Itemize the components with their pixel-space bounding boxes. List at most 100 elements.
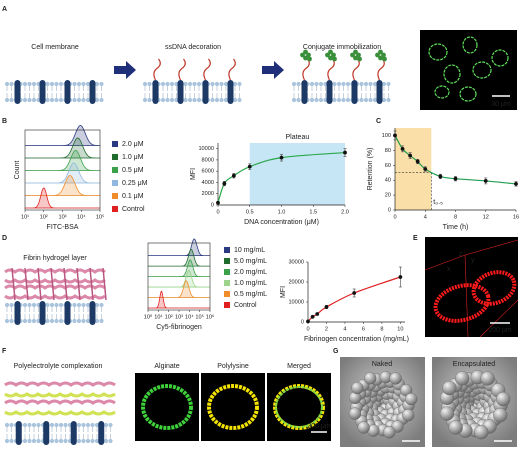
y-tick-label: 8000 xyxy=(202,157,214,163)
lipid-head xyxy=(85,438,91,444)
x-tick-label: 10⁵ xyxy=(96,213,105,220)
protein-conjugate xyxy=(325,52,330,58)
histogram-curve xyxy=(148,269,210,288)
cell-sphere xyxy=(357,421,370,434)
step-arrow xyxy=(114,61,136,79)
image-title: Naked xyxy=(372,361,392,368)
y-axis-label: Retention (%) xyxy=(367,148,374,191)
lipid-head xyxy=(142,81,148,87)
lipid-head xyxy=(54,97,59,103)
lipid-head xyxy=(27,81,32,87)
protein-conjugate xyxy=(382,56,387,62)
panel-label: F xyxy=(2,348,7,355)
legend-swatch xyxy=(112,167,118,173)
lipid-head xyxy=(94,302,100,308)
legend-label: 0.5 μM xyxy=(122,167,144,174)
lipid-head xyxy=(363,97,369,103)
lipid-head xyxy=(318,97,324,103)
ssdna-strand xyxy=(352,58,360,81)
schematic-title: Polyelectrolyte complexation xyxy=(14,363,103,370)
x-tick-label: 8 xyxy=(380,326,383,332)
lipid-head xyxy=(27,318,32,324)
x-tick-label: 2.0 xyxy=(341,209,349,215)
lipid-head xyxy=(4,81,10,87)
lipid-head xyxy=(9,302,14,308)
ssdna-strand xyxy=(327,58,335,81)
lipid-head xyxy=(336,81,342,87)
lipid-head xyxy=(214,81,220,87)
guide-label: t₀.₅ xyxy=(433,199,443,206)
lipid-head xyxy=(58,302,64,308)
lipid-head xyxy=(76,438,82,444)
capsule-ring xyxy=(207,384,259,430)
legend-label: 1.0 μM xyxy=(122,154,144,161)
legend-swatch xyxy=(224,291,230,297)
lipid-head xyxy=(81,438,86,444)
lipid-head xyxy=(22,318,28,324)
protein-conjugate xyxy=(328,55,333,61)
x-tick-label: 10¹ xyxy=(21,214,29,220)
x-tick-label: 10⁶ xyxy=(206,313,215,320)
step-label: ssDNA decoration xyxy=(165,44,221,51)
lipid-head xyxy=(381,81,387,87)
protein-conjugate xyxy=(378,49,383,55)
cell-sphere xyxy=(364,372,377,385)
lipid-head xyxy=(381,97,387,103)
cell-ring xyxy=(462,36,478,54)
x-tick-label: 10¹ xyxy=(154,314,162,320)
y-tick-label: 20000 xyxy=(288,279,304,285)
y-tick-label: 40 xyxy=(385,178,391,184)
legend-label: 0.5 mg/mL xyxy=(234,291,267,298)
x-axis-label: FITC-BSA xyxy=(47,224,79,231)
lipid-head xyxy=(4,302,10,308)
lipid-head xyxy=(49,81,55,87)
lipid-head xyxy=(81,302,86,308)
lipid-head xyxy=(147,81,152,87)
lipid-head xyxy=(45,302,50,308)
data-point xyxy=(279,155,284,160)
cell-sphere xyxy=(493,407,508,423)
fibrin-link xyxy=(76,267,81,301)
lipid-head xyxy=(314,97,319,103)
histogram-curve xyxy=(148,238,210,257)
x-tick-label: 4 xyxy=(343,326,346,332)
frame-edge xyxy=(479,299,519,338)
x-axis-label: Cy5-fibrinogen xyxy=(156,324,202,331)
y-tick-label: 80 xyxy=(385,148,391,154)
legend-swatch xyxy=(112,206,118,212)
data-point xyxy=(306,319,310,324)
protein-conjugate xyxy=(332,56,337,62)
lipid-head xyxy=(31,318,37,324)
y-tick-label: 0 xyxy=(211,202,214,208)
chart-title: Plateau xyxy=(286,134,310,141)
x-tick-label: 10² xyxy=(40,214,48,220)
y-axis-label: Count xyxy=(14,161,21,180)
lipid-head xyxy=(94,97,100,103)
histogram-curve xyxy=(148,280,210,298)
lipid-head xyxy=(81,422,86,428)
legend-label: 0.25 μM xyxy=(122,180,148,187)
x-tick-label: 1.0 xyxy=(278,209,286,215)
panel-label: E xyxy=(413,235,418,242)
membrane-protein xyxy=(14,301,21,325)
lipid-head xyxy=(296,81,301,87)
membrane-protein xyxy=(39,301,46,325)
lipid-head xyxy=(54,438,59,444)
lipid-head xyxy=(9,97,14,103)
lipid-head xyxy=(147,97,152,103)
cell-sphere xyxy=(383,426,396,439)
lipid-head xyxy=(192,97,197,103)
lipid-head xyxy=(94,438,100,444)
data-point xyxy=(216,200,220,205)
lipid-head xyxy=(332,97,337,103)
lipid-head xyxy=(103,438,109,444)
membrane-protein xyxy=(43,421,50,445)
protein-conjugate xyxy=(306,52,311,58)
ssdna-strand xyxy=(203,58,211,81)
protein-conjugate xyxy=(378,55,383,61)
data-point xyxy=(315,312,320,316)
x-tick-label: 10² xyxy=(165,314,173,320)
complex-fiber xyxy=(4,381,116,387)
data-point xyxy=(415,159,420,164)
